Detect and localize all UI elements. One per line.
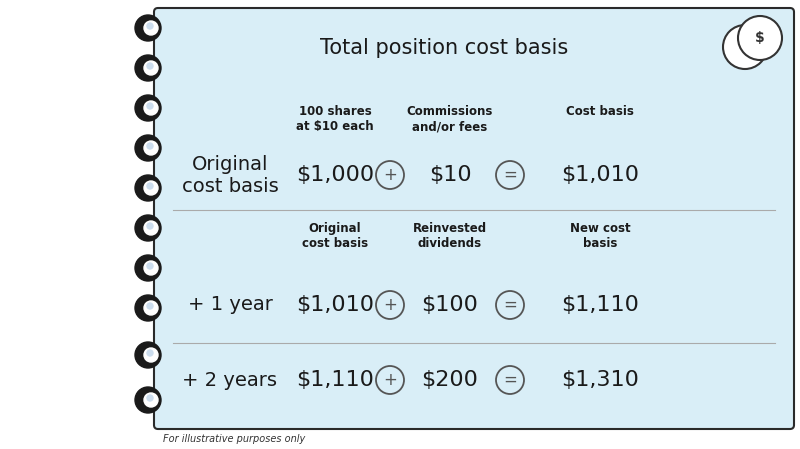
Circle shape bbox=[135, 135, 161, 161]
Circle shape bbox=[135, 387, 161, 413]
Circle shape bbox=[135, 215, 161, 241]
Text: =: = bbox=[503, 296, 517, 314]
Text: +: + bbox=[383, 296, 397, 314]
Text: $1,010: $1,010 bbox=[561, 165, 639, 185]
Text: $1,010: $1,010 bbox=[296, 295, 374, 315]
Text: =: = bbox=[503, 371, 517, 389]
Text: +: + bbox=[383, 166, 397, 184]
Circle shape bbox=[376, 161, 404, 189]
Text: $200: $200 bbox=[422, 370, 478, 390]
Text: Total position cost basis: Total position cost basis bbox=[320, 38, 568, 58]
Text: $: $ bbox=[755, 31, 765, 45]
Circle shape bbox=[135, 295, 161, 321]
Circle shape bbox=[147, 23, 153, 29]
Text: =: = bbox=[503, 166, 517, 184]
Circle shape bbox=[147, 350, 153, 356]
Circle shape bbox=[135, 55, 161, 81]
Circle shape bbox=[144, 21, 158, 35]
Circle shape bbox=[135, 255, 161, 281]
Text: Commissions
and/or fees: Commissions and/or fees bbox=[407, 105, 493, 133]
Circle shape bbox=[135, 15, 161, 41]
Text: For illustrative purposes only: For illustrative purposes only bbox=[163, 434, 306, 444]
Text: $100: $100 bbox=[422, 295, 478, 315]
Text: Cost basis: Cost basis bbox=[566, 105, 634, 118]
Circle shape bbox=[144, 181, 158, 195]
Circle shape bbox=[144, 101, 158, 115]
FancyBboxPatch shape bbox=[154, 8, 794, 429]
Circle shape bbox=[496, 366, 524, 394]
Circle shape bbox=[144, 301, 158, 315]
Text: + 2 years: + 2 years bbox=[182, 370, 278, 389]
Circle shape bbox=[147, 263, 153, 269]
Circle shape bbox=[144, 141, 158, 155]
Text: $1,310: $1,310 bbox=[561, 370, 639, 390]
Text: $1,000: $1,000 bbox=[296, 165, 374, 185]
Text: +: + bbox=[383, 371, 397, 389]
Circle shape bbox=[738, 16, 782, 60]
Text: + 1 year: + 1 year bbox=[187, 295, 273, 314]
Circle shape bbox=[135, 175, 161, 201]
Text: $1,110: $1,110 bbox=[296, 370, 374, 390]
Circle shape bbox=[147, 103, 153, 109]
Circle shape bbox=[147, 223, 153, 229]
Circle shape bbox=[135, 342, 161, 368]
Text: $10: $10 bbox=[429, 165, 471, 185]
Circle shape bbox=[376, 291, 404, 319]
Text: $1,110: $1,110 bbox=[561, 295, 639, 315]
Circle shape bbox=[147, 303, 153, 309]
Text: $: $ bbox=[741, 40, 750, 54]
Circle shape bbox=[376, 366, 404, 394]
Circle shape bbox=[144, 348, 158, 362]
Text: 100 shares
at $10 each: 100 shares at $10 each bbox=[296, 105, 374, 133]
Circle shape bbox=[147, 143, 153, 149]
Circle shape bbox=[496, 291, 524, 319]
Text: New cost
basis: New cost basis bbox=[570, 222, 630, 250]
Circle shape bbox=[144, 393, 158, 407]
Circle shape bbox=[147, 395, 153, 401]
Circle shape bbox=[144, 221, 158, 235]
Circle shape bbox=[147, 63, 153, 69]
Circle shape bbox=[135, 95, 161, 121]
Circle shape bbox=[723, 25, 767, 69]
Circle shape bbox=[496, 161, 524, 189]
Text: Reinvested
dividends: Reinvested dividends bbox=[413, 222, 487, 250]
Circle shape bbox=[144, 261, 158, 275]
Text: Original
cost basis: Original cost basis bbox=[302, 222, 368, 250]
Circle shape bbox=[147, 183, 153, 189]
Circle shape bbox=[144, 61, 158, 75]
Text: Original
cost basis: Original cost basis bbox=[182, 154, 278, 195]
